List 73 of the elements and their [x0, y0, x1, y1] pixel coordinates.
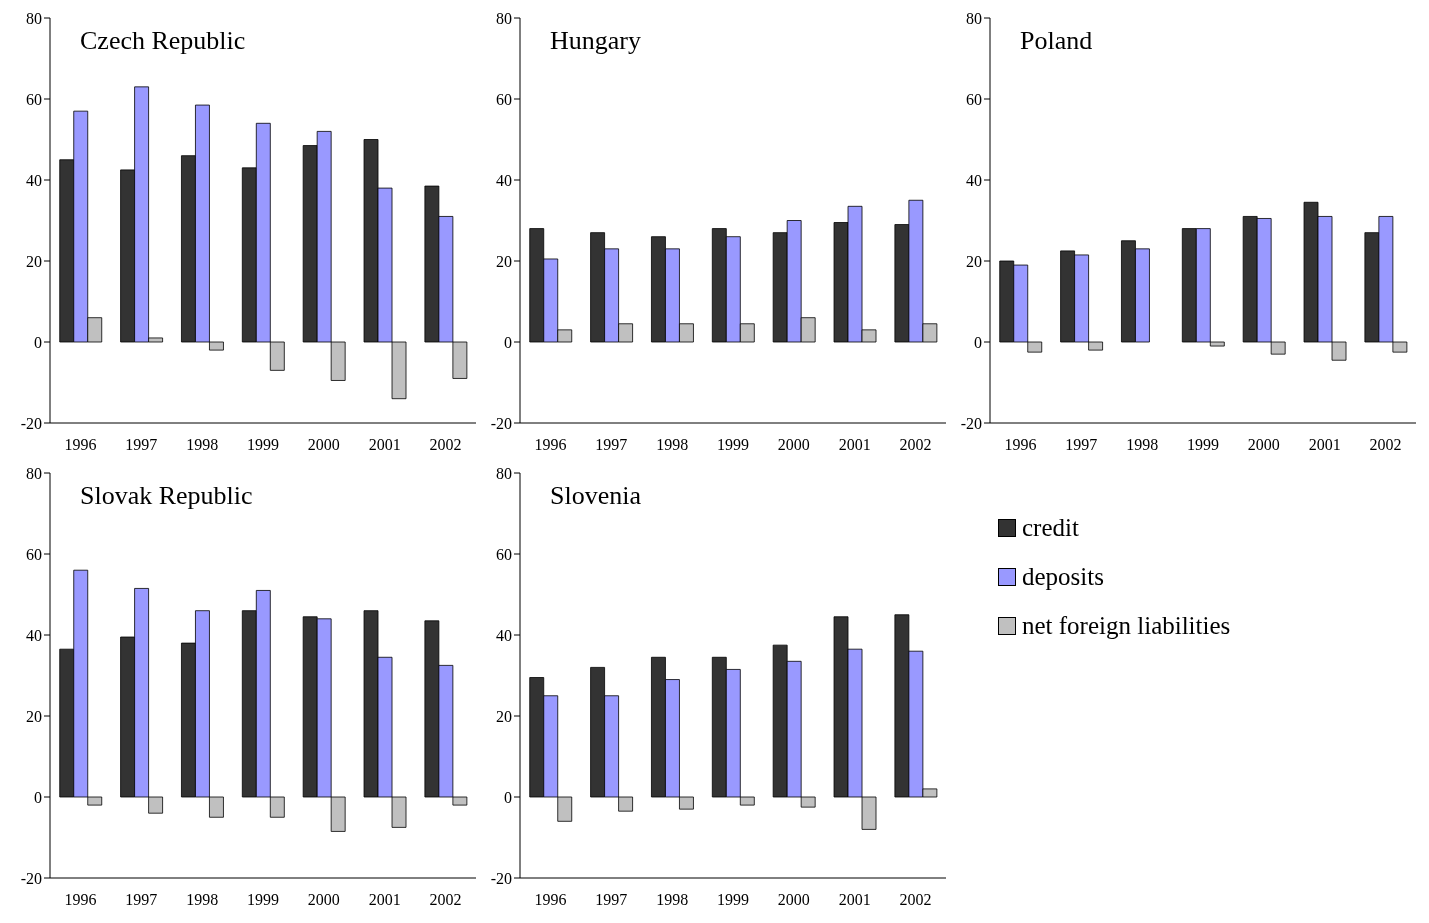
x-tick-label: 1997 [595, 891, 628, 909]
chart-title: Czech Republic [80, 26, 246, 56]
y-tick-label: 0 [34, 333, 42, 351]
chart-title: Hungary [550, 26, 641, 56]
x-tick-label: 2000 [1247, 436, 1280, 454]
y-tick-label: 40 [26, 626, 42, 644]
y-tick-label: 80 [26, 464, 42, 482]
x-tick-label: 1997 [125, 891, 158, 909]
y-tick-label: 80 [966, 9, 982, 27]
x-tick-label: 1998 [1126, 436, 1159, 454]
x-tick-label: 1997 [125, 436, 158, 454]
y-tick-label: 0 [504, 333, 512, 351]
x-tick-label: 2000 [777, 436, 810, 454]
x-tick-label: 2001 [1308, 436, 1341, 454]
x-tick-label: 2002 [429, 891, 462, 909]
y-tick-label: 60 [26, 545, 42, 563]
x-tick-label: 1998 [656, 891, 689, 909]
x-tick-label: 2002 [429, 436, 462, 454]
y-tick-label: 0 [504, 788, 512, 806]
legend-label: deposits [1022, 562, 1104, 591]
y-tick-label: 20 [496, 707, 512, 725]
x-tick-label: 1996 [534, 436, 567, 454]
y-tick-label: 20 [26, 707, 42, 725]
x-tick-label: 1999 [717, 436, 749, 454]
y-tick-label: 40 [966, 171, 982, 189]
x-tick-label: 2002 [899, 891, 932, 909]
y-tick-label: 40 [496, 626, 512, 644]
y-tick-label: 40 [496, 171, 512, 189]
x-tick-label: 2001 [838, 891, 871, 909]
y-tick-label: 60 [496, 90, 512, 108]
y-tick-label: 60 [966, 90, 982, 108]
y-tick-label: 80 [26, 9, 42, 27]
x-tick-label: 2000 [777, 891, 810, 909]
x-tick-label: 1999 [247, 436, 279, 454]
x-tick-label: 1997 [595, 436, 628, 454]
chart-title: Slovak Republic [80, 481, 253, 511]
x-tick-label: 1996 [64, 436, 97, 454]
y-tick-label: 20 [966, 252, 982, 270]
chart-title: Slovenia [550, 481, 641, 511]
y-tick-label: 20 [496, 252, 512, 270]
x-tick-label: 1998 [186, 436, 219, 454]
x-tick-label: 2002 [899, 436, 932, 454]
x-tick-label: 2000 [307, 436, 340, 454]
y-tick-label: 0 [34, 788, 42, 806]
y-tick-label: -20 [490, 414, 512, 432]
x-tick-label: 2000 [307, 891, 340, 909]
x-tick-label: 2001 [368, 436, 401, 454]
legend-label: credit [1022, 513, 1079, 542]
y-tick-label: -20 [20, 414, 42, 432]
x-tick-label: 1996 [534, 891, 567, 909]
y-tick-label: 60 [26, 90, 42, 108]
x-tick-label: 2002 [1369, 436, 1402, 454]
x-tick-label: 2001 [838, 436, 871, 454]
y-tick-label: -20 [20, 869, 42, 887]
x-tick-label: 1999 [1187, 436, 1219, 454]
y-tick-label: 20 [26, 252, 42, 270]
y-tick-label: 0 [974, 333, 982, 351]
y-tick-label: 40 [26, 171, 42, 189]
x-tick-label: 1998 [186, 891, 219, 909]
x-tick-label: 2001 [368, 891, 401, 909]
y-tick-label: -20 [960, 414, 982, 432]
chart-title: Poland [1020, 26, 1093, 56]
x-tick-label: 1999 [247, 891, 279, 909]
y-tick-label: 60 [496, 545, 512, 563]
y-tick-label: 80 [496, 9, 512, 27]
y-tick-label: 80 [496, 464, 512, 482]
x-tick-label: 1997 [1065, 436, 1098, 454]
x-tick-label: 1998 [656, 436, 689, 454]
x-tick-label: 1996 [1004, 436, 1037, 454]
y-tick-label: -20 [490, 869, 512, 887]
legend-label: net foreign liabilities [1022, 611, 1231, 640]
x-tick-label: 1999 [717, 891, 749, 909]
x-tick-label: 1996 [64, 891, 97, 909]
